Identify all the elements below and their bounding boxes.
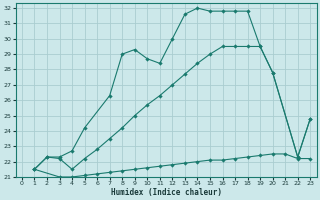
X-axis label: Humidex (Indice chaleur): Humidex (Indice chaleur) xyxy=(111,188,221,197)
